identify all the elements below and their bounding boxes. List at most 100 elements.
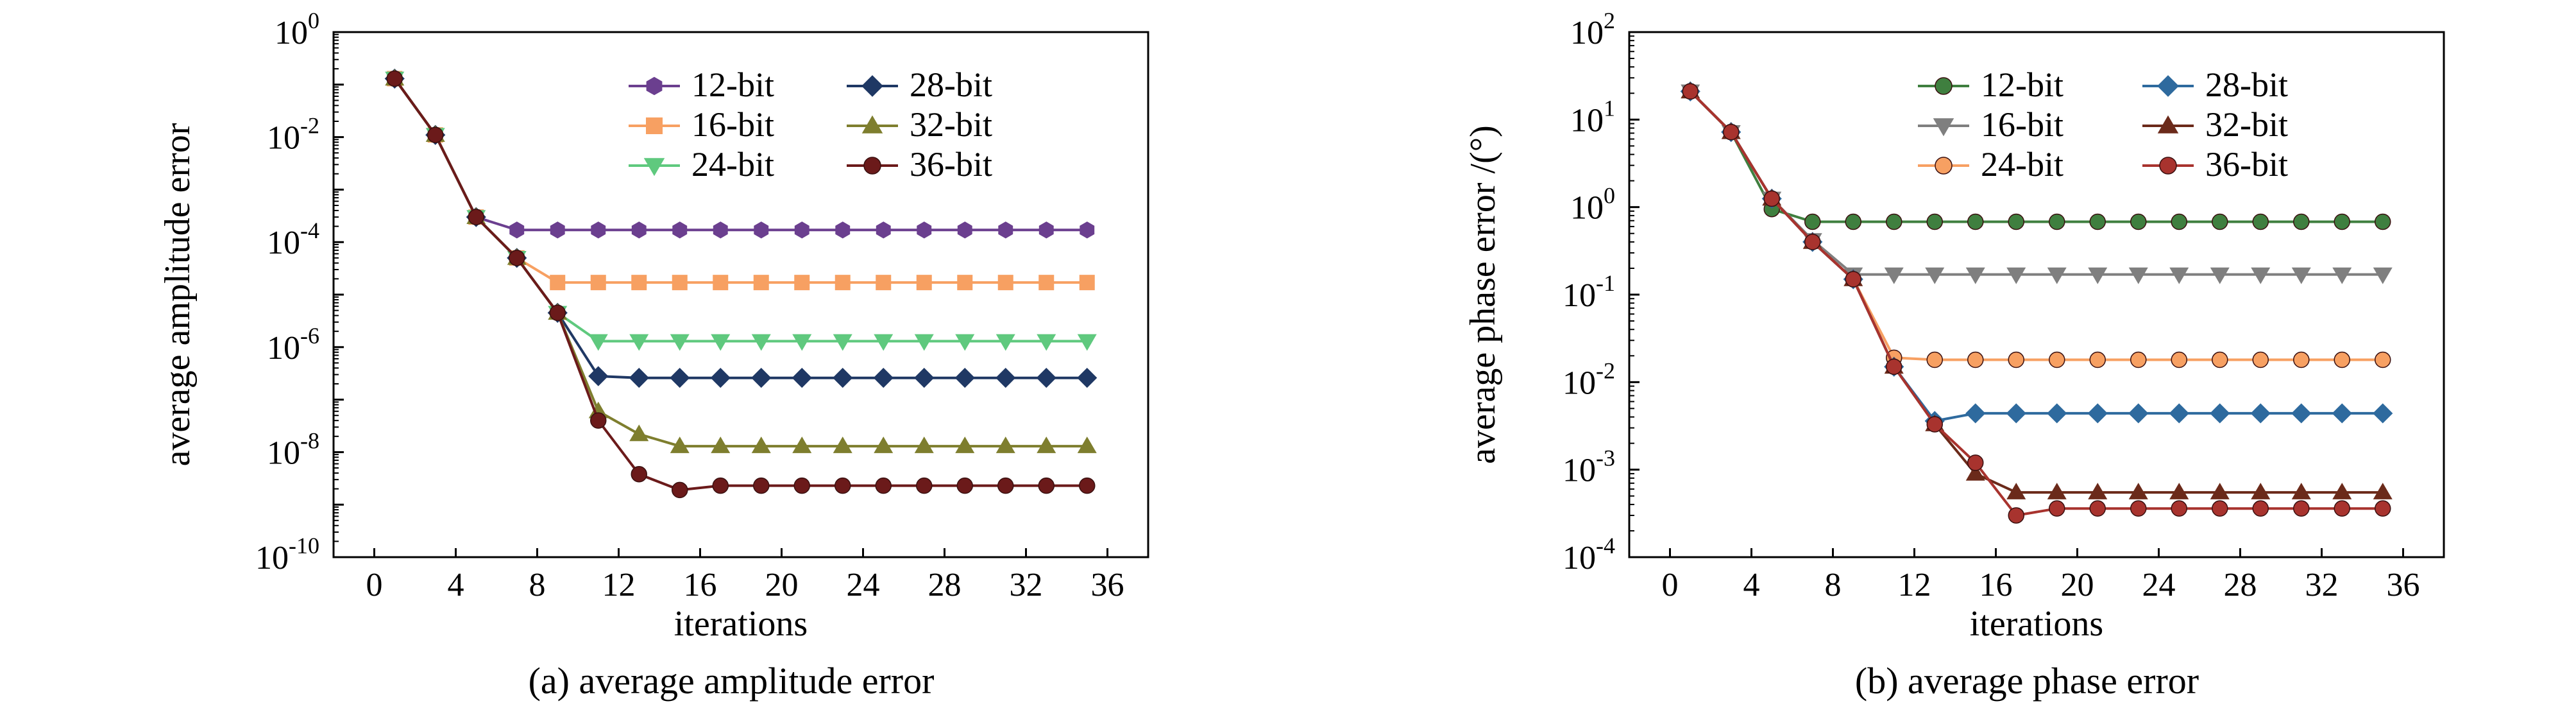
y-tick-exponent: -8 (300, 427, 319, 453)
data-point-36-bit (1079, 477, 1096, 494)
data-point-16-bit (1079, 275, 1095, 291)
data-point-28-bit (2128, 403, 2149, 424)
data-point-24-bit (711, 334, 731, 351)
data-point-16-bit (590, 275, 606, 291)
data-point-24-bit (2252, 351, 2269, 368)
data-point-24-bit (2212, 351, 2228, 368)
figure-caption: (b) average phase error (1855, 660, 2199, 702)
x-axis-label: iterations (1970, 604, 2103, 644)
data-point-24-bit (996, 334, 1015, 351)
legend-marker (861, 115, 883, 134)
x-tick-label: 36 (1091, 567, 1124, 603)
data-point-36-bit (2293, 500, 2310, 517)
x-tick-label: 32 (1010, 567, 1043, 603)
x-tick-label: 8 (1825, 567, 1842, 603)
data-point-12-bit (509, 221, 525, 239)
data-point-36-bit (631, 466, 647, 483)
data-point-28-bit (914, 368, 935, 388)
y-tick-exponent: 2 (1604, 8, 1615, 33)
data-point-36-bit (1845, 271, 1861, 288)
data-point-36-bit (997, 477, 1014, 494)
legend-item: 12-bit (1918, 65, 2063, 104)
figure-caption: (a) average amplitude error (529, 660, 935, 702)
y-tick-label: 10-4 (267, 218, 319, 261)
data-point-32-bit (711, 436, 731, 453)
data-point-32-bit (792, 436, 812, 453)
legend-item: 12-bit (629, 65, 774, 104)
data-point-24-bit (2008, 351, 2024, 368)
data-point-12-bit (591, 221, 606, 239)
y-tick-base: 10 (267, 330, 300, 367)
data-point-12-bit (2293, 213, 2310, 230)
data-point-32-bit (2128, 483, 2148, 499)
data-point-12-bit (2171, 213, 2187, 230)
data-point-16-bit (2251, 267, 2271, 284)
data-point-28-bit (629, 368, 649, 388)
data-point-12-bit (2089, 213, 2106, 230)
legend-item: 36-bit (2142, 145, 2288, 184)
data-point-36-bit (753, 477, 770, 494)
data-point-32-bit (751, 436, 771, 453)
data-point-12-bit (1886, 213, 1902, 230)
data-point-28-bit (873, 368, 894, 388)
data-point-36-bit (386, 70, 403, 87)
data-point-28-bit (2087, 403, 2108, 424)
data-point-32-bit (1965, 463, 1985, 481)
x-tick-label: 12 (602, 567, 636, 603)
data-point-36-bit (1763, 190, 1780, 207)
data-point-36-bit (1967, 454, 1984, 471)
data-point-24-bit (588, 334, 608, 351)
data-point-12-bit (957, 221, 972, 239)
data-point-24-bit (874, 334, 894, 351)
data-point-28-bit (2006, 403, 2026, 424)
data-point-12-bit (2130, 213, 2147, 230)
data-point-16-bit (2169, 267, 2189, 284)
data-point-12-bit (2212, 213, 2228, 230)
data-point-32-bit (1037, 436, 1056, 453)
data-point-12-bit (917, 221, 932, 239)
legend-label: 16-bit (1981, 105, 2063, 144)
data-point-16-bit (2373, 267, 2393, 284)
data-point-36-bit (1804, 234, 1821, 250)
legend-label: 12-bit (1981, 65, 2063, 104)
y-axis-label: average amplitude error (158, 123, 198, 466)
data-point-12-bit (998, 221, 1013, 239)
data-point-32-bit (2006, 483, 2026, 499)
data-point-36-bit (793, 477, 810, 494)
legend-item: 32-bit (847, 105, 992, 144)
data-point-32-bit (2373, 483, 2393, 499)
legend-marker (1935, 157, 1953, 175)
data-point-36-bit (509, 250, 525, 266)
data-point-28-bit (792, 368, 812, 388)
legend-marker (863, 157, 881, 175)
x-tick-label: 20 (2061, 567, 2094, 603)
data-point-24-bit (751, 334, 771, 351)
x-tick-label: 28 (2224, 567, 2257, 603)
data-point-24-bit (1037, 334, 1056, 351)
legend-marker (2157, 75, 2179, 97)
legend-label: 28-bit (2205, 65, 2288, 104)
legend-item: 36-bit (847, 145, 992, 184)
x-tick-label: 28 (928, 567, 962, 603)
data-point-16-bit (672, 275, 688, 291)
legend-label: 32-bit (2205, 105, 2288, 144)
panel-phase-error: 0 4 8 12 16 20 24 28 32 3610210110010-110-210-310… (1463, 8, 2445, 702)
data-point-36-bit (2212, 500, 2228, 517)
data-point-28-bit (2047, 403, 2067, 424)
data-point-12-bit (2334, 213, 2350, 230)
data-point-32-bit (670, 436, 690, 453)
data-point-12-bit (876, 221, 891, 239)
data-point-32-bit (874, 436, 894, 453)
data-point-24-bit (2334, 351, 2350, 368)
data-point-12-bit (1804, 213, 1821, 230)
y-tick-exponent: 1 (1604, 95, 1615, 121)
data-point-16-bit (997, 275, 1013, 291)
data-point-16-bit (916, 275, 932, 291)
y-tick-label: 10-3 (1563, 445, 1615, 489)
y-tick-base: 10 (1563, 365, 1596, 401)
data-point-32-bit (2088, 483, 2108, 499)
data-point-32-bit (2047, 483, 2067, 499)
y-tick-exponent: -4 (300, 218, 319, 243)
data-point-36-bit (2171, 500, 2187, 517)
